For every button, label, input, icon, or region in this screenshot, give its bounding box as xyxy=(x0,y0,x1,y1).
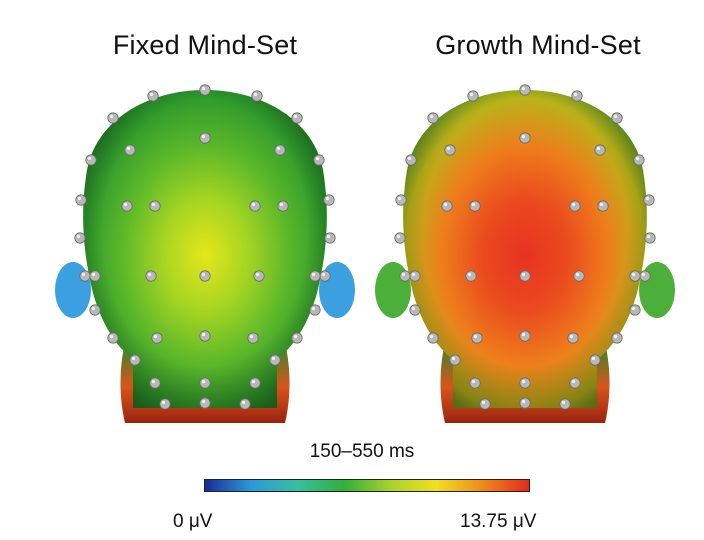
electrode xyxy=(569,200,581,212)
electrode xyxy=(519,330,531,342)
electrode xyxy=(151,332,163,344)
left-ear xyxy=(55,262,91,318)
electrode xyxy=(291,332,303,344)
electrode xyxy=(465,270,477,282)
electrode xyxy=(249,377,261,389)
electrode xyxy=(469,377,481,389)
electrode xyxy=(239,398,251,410)
electrode xyxy=(409,304,421,316)
electrode xyxy=(145,270,157,282)
electrode xyxy=(324,232,336,244)
electrode xyxy=(159,398,171,410)
electrode xyxy=(249,200,261,212)
electrode xyxy=(643,194,655,206)
colorbar-min-label: 0 μV xyxy=(173,511,213,532)
electrode xyxy=(427,112,439,124)
electrode xyxy=(247,332,259,344)
electrode xyxy=(124,144,136,156)
electrode xyxy=(323,194,335,206)
electrode xyxy=(479,398,491,410)
electrode xyxy=(567,332,579,344)
electrode xyxy=(251,90,263,102)
left-ear xyxy=(375,262,411,318)
panel-title-fixed: Fixed Mind-Set xyxy=(112,30,298,60)
electrode xyxy=(589,354,601,366)
electrode xyxy=(395,194,407,206)
electrode xyxy=(319,270,331,282)
electrode xyxy=(594,144,606,156)
electrode xyxy=(571,90,583,102)
electrode xyxy=(633,154,645,166)
electrode xyxy=(309,304,321,316)
electrode xyxy=(199,330,211,342)
electrode xyxy=(274,144,286,156)
right-ear xyxy=(319,262,355,318)
scalp-map-growth xyxy=(375,84,675,423)
scalp-map-fixed xyxy=(55,84,355,423)
electrode xyxy=(89,304,101,316)
electrode xyxy=(449,354,461,366)
electrode xyxy=(291,112,303,124)
electrode xyxy=(405,154,417,166)
electrode xyxy=(85,154,97,166)
electrode xyxy=(519,397,531,409)
electrode xyxy=(129,354,141,366)
electrode xyxy=(409,270,421,282)
electrode xyxy=(75,194,87,206)
electrode xyxy=(149,377,161,389)
electrode xyxy=(74,232,86,244)
electrode xyxy=(629,270,641,282)
electrode xyxy=(519,132,531,144)
electrode xyxy=(444,144,456,156)
electrode xyxy=(199,397,211,409)
electrode xyxy=(519,377,531,389)
electrode xyxy=(573,270,585,282)
electrode xyxy=(269,354,281,366)
electrode xyxy=(253,270,265,282)
electrode xyxy=(559,398,571,410)
electrode xyxy=(639,270,651,282)
electrode xyxy=(107,112,119,124)
panel-title-growth: Growth Mind-Set xyxy=(435,30,641,60)
electrode xyxy=(277,200,289,212)
electrode xyxy=(79,270,91,282)
time-window-label: 150–550 ms xyxy=(309,441,415,462)
colorbar xyxy=(204,479,530,492)
electrode xyxy=(149,200,161,212)
electrode xyxy=(121,200,133,212)
electrode xyxy=(441,200,453,212)
electrode xyxy=(629,304,641,316)
colorbar-max-label: 13.75 μV xyxy=(460,511,537,532)
right-ear xyxy=(639,262,675,318)
electrode xyxy=(199,132,211,144)
electrode xyxy=(309,270,321,282)
electrode xyxy=(313,154,325,166)
electrode xyxy=(471,332,483,344)
electrode xyxy=(519,270,531,282)
electrode xyxy=(467,90,479,102)
electrode xyxy=(644,232,656,244)
electrode xyxy=(147,90,159,102)
electrode xyxy=(597,200,609,212)
electrode xyxy=(611,112,623,124)
electrode xyxy=(469,200,481,212)
electrode xyxy=(399,270,411,282)
electrode xyxy=(107,332,119,344)
electrode xyxy=(519,84,531,96)
electrode xyxy=(394,232,406,244)
electrode xyxy=(89,270,101,282)
electrode xyxy=(199,377,211,389)
electrode xyxy=(611,332,623,344)
electrode xyxy=(569,377,581,389)
electrode xyxy=(199,270,211,282)
electrode xyxy=(199,84,211,96)
electrode xyxy=(427,332,439,344)
